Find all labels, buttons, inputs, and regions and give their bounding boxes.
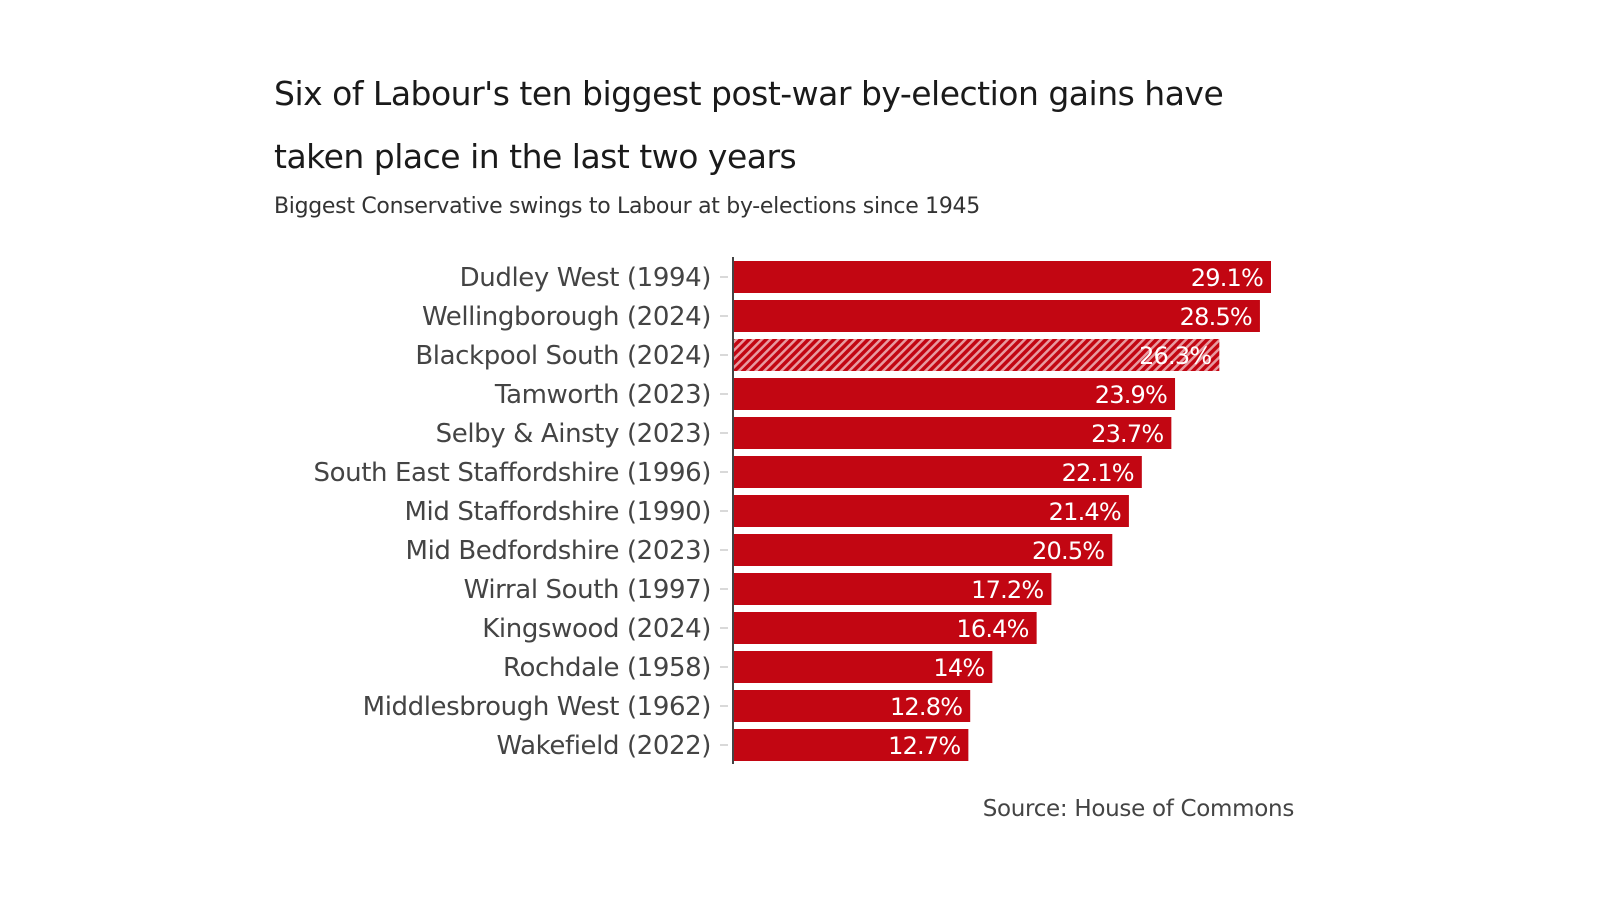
category-label: Wellingborough (2024)	[422, 302, 711, 332]
bar	[734, 261, 1271, 293]
bar-hatched	[734, 339, 1220, 371]
data-label: 22.1%	[1062, 459, 1134, 487]
data-label: 16.4%	[956, 615, 1028, 643]
data-label: 26.3%	[1139, 342, 1211, 370]
data-label: 23.7%	[1091, 420, 1163, 448]
data-label: 28.5%	[1180, 303, 1252, 331]
bar	[734, 690, 971, 722]
category-label: Middlesbrough West (1962)	[363, 692, 711, 722]
category-label: Wirral South (1997)	[464, 575, 711, 605]
chart-title: Six of Labour's ten biggest post-war by-…	[274, 74, 1224, 176]
category-label: Kingswood (2024)	[482, 614, 711, 644]
data-label: 29.1%	[1191, 264, 1263, 292]
data-label: 17.2%	[971, 576, 1043, 604]
category-label: Dudley West (1994)	[460, 263, 711, 293]
bar	[734, 378, 1176, 410]
data-label: 20.5%	[1032, 537, 1104, 565]
category-label: South East Staffordshire (1996)	[314, 458, 711, 488]
category-label: Selby & Ainsty (2023)	[436, 419, 711, 449]
source-note: Source: House of Commons	[982, 796, 1295, 822]
bar	[734, 729, 969, 761]
category-label: Tamworth (2023)	[494, 380, 711, 410]
data-label: 12.8%	[890, 693, 962, 721]
bar	[734, 573, 1052, 605]
bar	[734, 612, 1037, 644]
data-label: 23.9%	[1095, 381, 1167, 409]
bar	[734, 534, 1113, 566]
category-label: Mid Staffordshire (1990)	[405, 497, 712, 527]
data-label: 21.4%	[1049, 498, 1121, 526]
bar	[734, 651, 993, 683]
bar	[734, 417, 1172, 449]
data-label: 12.7%	[888, 732, 960, 760]
bar	[734, 495, 1129, 527]
bar	[734, 300, 1260, 332]
category-label: Rochdale (1958)	[503, 653, 711, 683]
chart-subtitle: Biggest Conservative swings to Labour at…	[274, 194, 980, 219]
data-label: 14%	[933, 654, 984, 682]
category-label: Mid Bedfordshire (2023)	[406, 536, 711, 566]
bar	[734, 456, 1142, 488]
category-label: Wakefield (2022)	[496, 731, 711, 761]
category-label: Blackpool South (2024)	[415, 341, 711, 371]
